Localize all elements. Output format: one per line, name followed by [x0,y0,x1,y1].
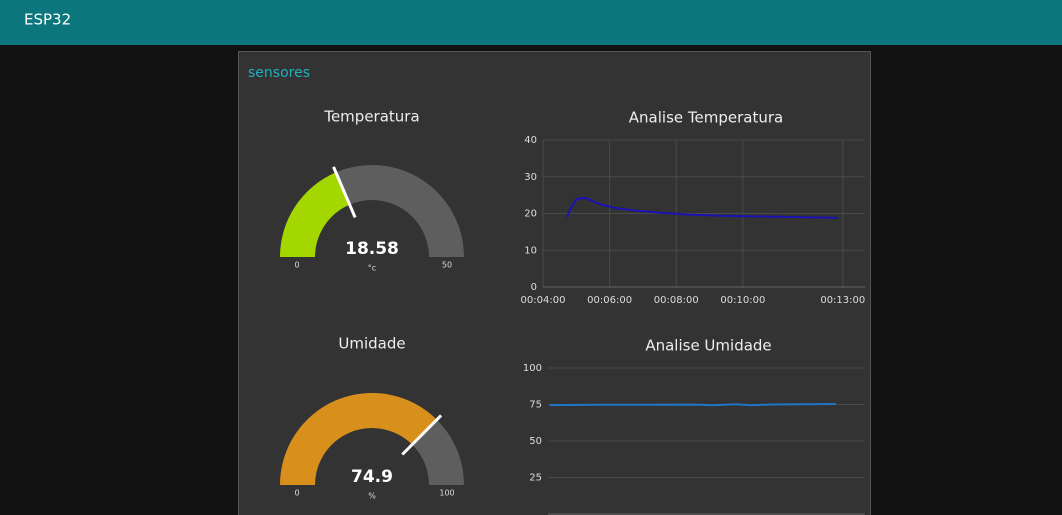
series-line [549,403,837,407]
x-tick-label: 00:08:00 [654,295,699,306]
y-tick-label: 75 [529,400,542,411]
gauge-label: Temperatura [323,108,419,126]
y-tick-label: 0 [531,282,537,293]
x-tick-label: 00:04:00 [521,295,566,306]
y-tick-label: 10 [524,245,537,256]
gauge-units: °c [368,264,376,273]
group-title: sensores [248,65,310,81]
gauge-max: 50 [442,261,452,270]
x-tick-label: 00:10:00 [720,295,765,306]
gauge-label: Umidade [338,335,405,353]
y-tick-label: 30 [524,172,537,183]
gauge-value: 74.9 [351,467,393,487]
gauge-fill [280,172,350,257]
gauge-min: 0 [294,261,299,270]
y-tick-label: 40 [524,135,537,146]
y-tick-label: 100 [523,363,542,374]
gauge-needle [332,166,357,219]
x-tick-label: 00:06:00 [587,295,632,306]
x-tick-label: 00:13:00 [820,295,865,306]
header-title: ESP32 [24,11,71,29]
gauge-min: 0 [294,489,299,498]
chart-title: Analise Temperatura [629,109,783,127]
gauge-value: 18.58 [345,239,399,259]
y-tick-label: 50 [529,436,542,447]
gauge-fill [280,393,437,485]
y-tick-label: 25 [529,473,542,484]
y-tick-label: 20 [524,209,537,220]
gauge-needle [401,414,443,456]
chart-title: Analise Umidade [645,337,771,355]
header-bar [0,0,1062,45]
gauge-units: % [368,492,376,501]
gauge-max: 100 [439,489,454,498]
series-line [565,197,838,219]
group-panel [238,51,871,515]
